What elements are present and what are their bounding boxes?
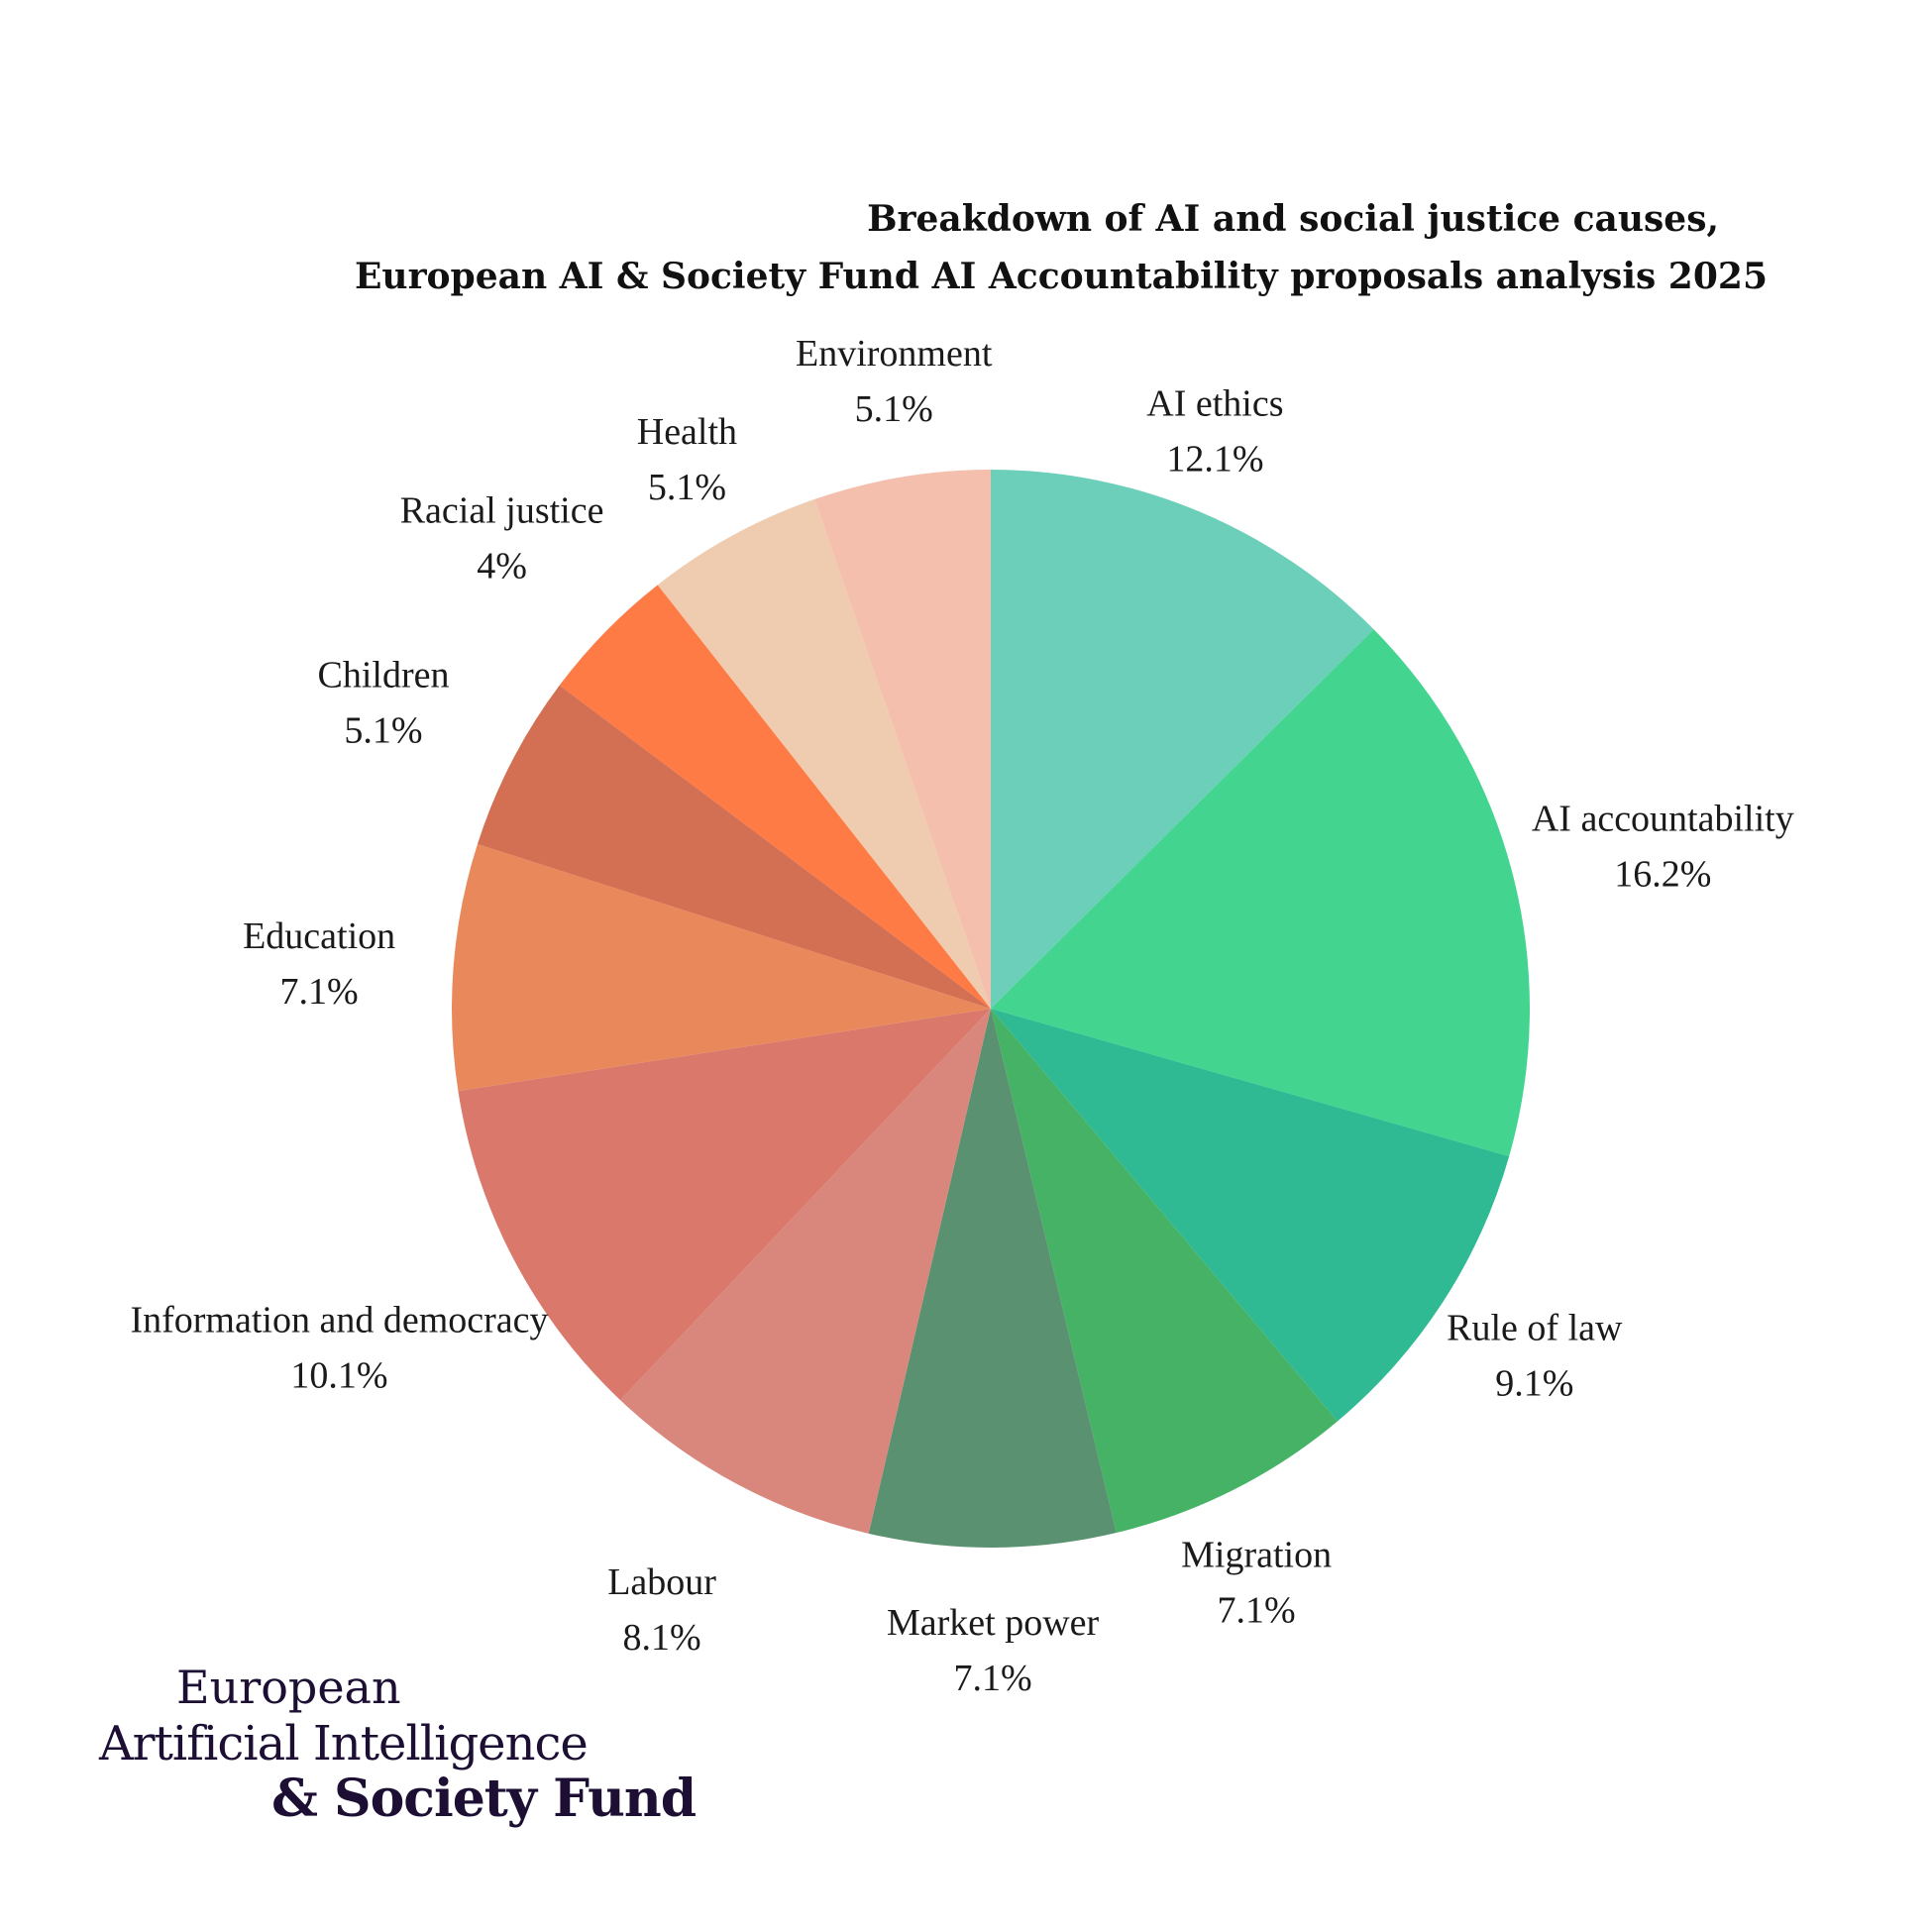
slice-label-ai-ethics: AI ethics [1146, 382, 1283, 424]
slice-value-education: 7.1% [280, 971, 359, 1013]
slice-label-ai-accountability: AI accountability [1532, 798, 1794, 839]
slice-label-education: Education [243, 915, 395, 957]
slice-value-rule-of-law: 9.1% [1495, 1363, 1573, 1405]
slice-label-children: Children [318, 654, 450, 696]
pie-slice-ai-accountability [991, 629, 1531, 1157]
slice-value-environment: 5.1% [855, 388, 933, 430]
pie-slice-environment [814, 470, 991, 1009]
slice-value-labour: 8.1% [623, 1617, 701, 1659]
pie-slice-ai-ethics [991, 470, 1374, 1009]
pie-slice-children [477, 685, 992, 1009]
slice-value-children: 5.1% [344, 709, 422, 751]
slice-value-health: 5.1% [648, 467, 726, 508]
pie-slice-health [657, 498, 991, 1009]
slice-label-racial-justice: Racial justice [400, 490, 604, 532]
slice-value-ai-ethics: 12.1% [1166, 438, 1263, 480]
slice-value-ai-accountability: 16.2% [1614, 853, 1711, 895]
chart-title-line-1: Breakdown of AI and social justice cause… [867, 198, 1719, 240]
pie-slice-education [452, 843, 992, 1092]
pie-slice-rule-of-law [991, 1009, 1510, 1422]
logo-line-3: & Society Fund [271, 1769, 697, 1829]
logo-line-2: Artificial Intelligence [99, 1716, 589, 1771]
pie-slice-market-power [868, 1009, 1117, 1549]
pie-slice-racial-justice [559, 585, 991, 1009]
slice-label-environment: Environment [796, 333, 993, 375]
slice-value-information-and-democracy: 10.1% [290, 1355, 387, 1397]
slice-label-information-and-democracy: Information and democracy [130, 1300, 548, 1342]
slice-label-labour: Labour [607, 1561, 716, 1603]
pie-slice-migration [991, 1009, 1338, 1534]
pie-slice-information-and-democracy [458, 1009, 991, 1401]
chart-title-line-2: European AI & Society Fund AI Accountabi… [354, 256, 1768, 297]
slice-label-migration: Migration [1181, 1535, 1332, 1576]
slice-value-migration: 7.1% [1218, 1590, 1296, 1632]
pie-slice-labour [620, 1009, 991, 1534]
slice-label-health: Health [637, 411, 737, 453]
logo-line-1: European [176, 1661, 401, 1714]
slice-label-rule-of-law: Rule of law [1447, 1308, 1623, 1349]
slice-value-racial-justice: 4% [477, 546, 527, 588]
slice-value-market-power: 7.1% [954, 1658, 1032, 1699]
slice-label-market-power: Market power [887, 1602, 1100, 1644]
